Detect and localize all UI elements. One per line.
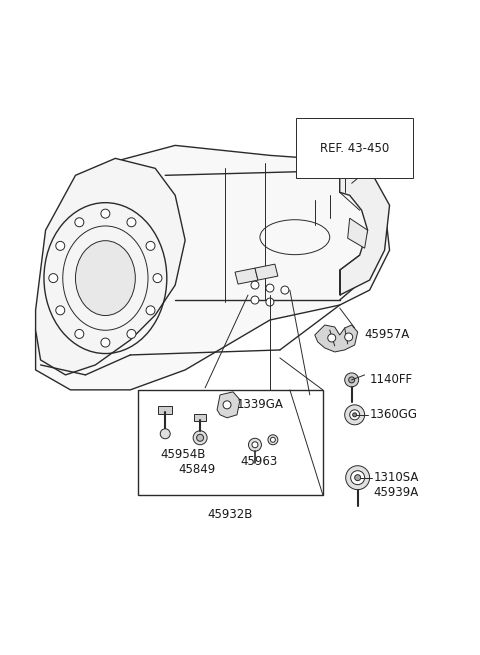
- Circle shape: [56, 242, 65, 250]
- Polygon shape: [235, 268, 258, 284]
- Circle shape: [146, 306, 155, 315]
- Circle shape: [281, 286, 289, 294]
- Circle shape: [127, 218, 136, 227]
- Polygon shape: [315, 325, 358, 352]
- Circle shape: [353, 413, 357, 417]
- Circle shape: [266, 284, 274, 292]
- Circle shape: [346, 466, 370, 490]
- Circle shape: [251, 281, 259, 289]
- Circle shape: [153, 274, 162, 282]
- Circle shape: [270, 438, 276, 442]
- Bar: [194, 414, 206, 421]
- Circle shape: [351, 471, 365, 485]
- Circle shape: [75, 218, 84, 227]
- Polygon shape: [36, 159, 185, 375]
- Circle shape: [101, 338, 110, 347]
- Circle shape: [345, 373, 359, 387]
- Polygon shape: [348, 218, 368, 248]
- Circle shape: [348, 377, 355, 383]
- Circle shape: [193, 431, 207, 445]
- Circle shape: [328, 334, 336, 342]
- Circle shape: [345, 333, 353, 341]
- Text: 1339GA: 1339GA: [237, 398, 284, 411]
- Ellipse shape: [75, 240, 135, 316]
- Text: 45932B: 45932B: [208, 508, 253, 521]
- Bar: [158, 406, 172, 414]
- Circle shape: [75, 329, 84, 339]
- Bar: [138, 390, 323, 495]
- Text: 45954B: 45954B: [160, 448, 205, 461]
- Circle shape: [249, 438, 262, 451]
- Circle shape: [252, 441, 258, 448]
- Text: 45957A: 45957A: [365, 329, 410, 341]
- Circle shape: [56, 306, 65, 315]
- Polygon shape: [217, 392, 240, 418]
- Circle shape: [197, 434, 204, 441]
- Text: 45849: 45849: [178, 463, 216, 476]
- Circle shape: [146, 242, 155, 250]
- Text: 1360GG: 1360GG: [370, 408, 418, 421]
- Text: 45939A: 45939A: [373, 486, 419, 499]
- Circle shape: [355, 475, 360, 481]
- Text: REF. 43-450: REF. 43-450: [320, 142, 389, 155]
- Circle shape: [49, 274, 58, 282]
- Text: 1140FF: 1140FF: [370, 373, 413, 386]
- Polygon shape: [36, 145, 390, 390]
- Polygon shape: [340, 165, 390, 295]
- Circle shape: [345, 405, 365, 425]
- Circle shape: [223, 401, 231, 409]
- Circle shape: [127, 329, 136, 339]
- Polygon shape: [255, 264, 278, 280]
- Circle shape: [350, 410, 360, 420]
- Circle shape: [268, 435, 278, 445]
- Circle shape: [266, 298, 274, 306]
- Circle shape: [160, 429, 170, 439]
- Circle shape: [251, 296, 259, 304]
- Text: 1310SA: 1310SA: [373, 471, 419, 484]
- Circle shape: [101, 209, 110, 218]
- Text: 45963: 45963: [240, 455, 277, 468]
